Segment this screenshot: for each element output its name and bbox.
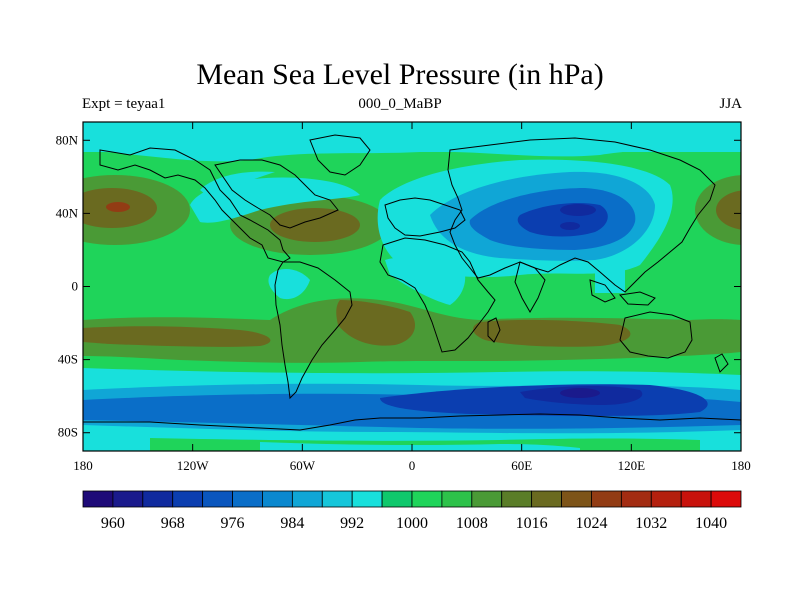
colorbar-swatch [650, 490, 682, 508]
colorbar-swatch [501, 490, 533, 508]
lat-tick-label: 80N [56, 132, 79, 147]
colorbar-swatch [82, 490, 114, 508]
latitude-axis: 80N 40N 0 40S 80S [56, 132, 741, 440]
colorbar: 960 968 976 984 992 1000 1008 1016 1024 1032 1040 [82, 490, 742, 532]
colorbar-swatch [561, 490, 592, 508]
colorbar-swatch [232, 490, 263, 508]
colorbar-label: 968 [161, 515, 185, 532]
colorbar-label: 1024 [575, 515, 607, 532]
experiment-label: Expt = teyaa1 [82, 96, 166, 112]
colorbar-label: 1040 [695, 515, 727, 532]
colorbar-label: 1000 [396, 515, 428, 532]
colorbar-swatch [620, 490, 652, 508]
colorbar-swatch [710, 490, 742, 508]
colorbar-swatch [531, 490, 562, 508]
colorbar-label: 984 [280, 515, 304, 532]
lon-tick-label: 60E [511, 458, 532, 473]
colorbar-swatch [591, 490, 622, 508]
colorbar-swatch [112, 490, 144, 508]
lon-tick-label: 180 [73, 458, 93, 473]
colorbar-label: 976 [221, 515, 245, 532]
lat-tick-label: 0 [72, 279, 79, 294]
lon-tick-label: 180 [731, 458, 751, 473]
time-label: 000_0_MaBP [358, 96, 442, 112]
lat-tick-label: 40S [58, 352, 78, 367]
colorbar-swatch [351, 490, 383, 508]
colorbar-swatch [441, 490, 473, 508]
colorbar-swatch [262, 490, 293, 508]
colorbar-label: 960 [101, 515, 125, 532]
colorbar-swatch [202, 490, 233, 508]
colorbar-swatch [321, 490, 353, 508]
lon-tick-label: 120W [177, 458, 210, 473]
lat-tick-label: 40N [56, 205, 79, 220]
lon-tick-label: 120E [618, 458, 646, 473]
colorbar-label: 1032 [635, 515, 667, 532]
colorbar-swatch [680, 490, 712, 508]
colorbar-swatch [471, 490, 503, 508]
lon-tick-label: 60W [290, 458, 316, 473]
lat-tick-label: 80S [58, 425, 78, 440]
colorbar-swatch [291, 490, 323, 508]
colorbar-swatch [381, 490, 413, 508]
colorbar-swatch [172, 490, 204, 508]
colorbar-swatch [411, 490, 443, 508]
colorbar-label: 992 [340, 515, 364, 532]
colorbar-label: 1008 [456, 515, 488, 532]
map-title: Mean Sea Level Pressure (in hPa) [196, 58, 604, 91]
lon-tick-label: 0 [409, 458, 416, 473]
longitude-axis: 180 120W 60W 0 60E 120E 180 [73, 122, 751, 473]
coastlines [83, 134, 741, 431]
colorbar-swatch [142, 490, 174, 508]
colorbar-label: 1016 [516, 515, 548, 532]
season-label: JJA [719, 96, 742, 112]
